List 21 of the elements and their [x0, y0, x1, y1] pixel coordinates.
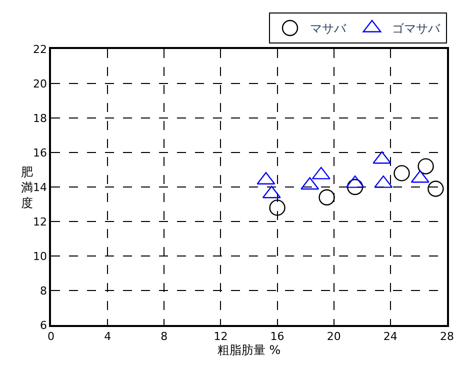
x-tick-label: 0 [48, 330, 54, 343]
y-tick-label: 10 [33, 250, 48, 263]
y-tick-label: 20 [33, 77, 48, 90]
x-axis-title: 粗脂肪量 % [217, 342, 281, 357]
x-tick-label: 16 [270, 330, 284, 343]
y-tick-label: 22 [33, 42, 48, 56]
legend-label: マサバ [310, 22, 347, 36]
x-tick-label: 8 [160, 330, 168, 343]
x-tick-label: 12 [214, 330, 228, 343]
legend-label: ゴマサバ [392, 22, 441, 36]
y-tick-label: 16 [33, 146, 48, 160]
y-tick-label: 12 [33, 215, 48, 228]
y-tick-label: 18 [33, 112, 48, 125]
x-tick-label: 20 [326, 330, 341, 343]
x-tick-label: 24 [383, 330, 398, 343]
x-tick-label: 28 [440, 330, 454, 343]
y-tick-label: 14 [33, 180, 48, 194]
y-axis-title: 肥満度 [21, 165, 33, 210]
y-tick-label: 6 [40, 318, 48, 332]
y-tick-label: 8 [40, 284, 48, 298]
x-tick-label: 4 [104, 330, 112, 343]
